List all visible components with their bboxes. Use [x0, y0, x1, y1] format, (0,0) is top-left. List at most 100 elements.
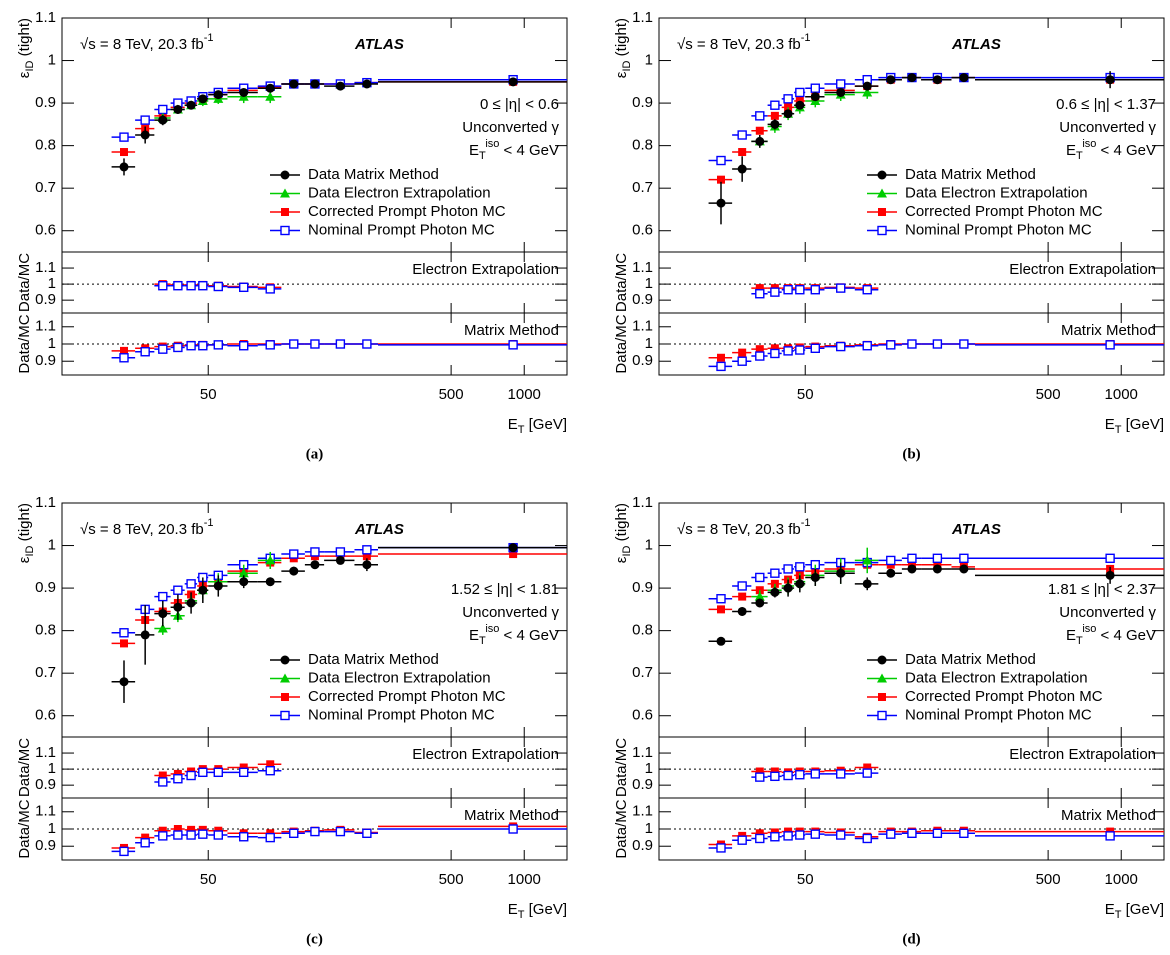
- marker: [737, 581, 747, 591]
- legend-label: Data Matrix Method: [308, 651, 439, 668]
- marker: [310, 826, 320, 837]
- marker: [878, 208, 886, 216]
- x-tick-label: 500: [439, 871, 464, 888]
- marker: [508, 824, 518, 834]
- x-axis-label: ET [GeV]: [508, 416, 567, 436]
- y-tick-label: 1.1: [632, 318, 653, 335]
- marker: [783, 564, 793, 574]
- marker: [140, 115, 150, 125]
- marker: [186, 830, 196, 840]
- isolation-label-part: < 4 GeV: [1096, 627, 1156, 644]
- marker: [335, 547, 346, 557]
- marker: [795, 285, 805, 295]
- ratio-y-label: Data/MC: [16, 253, 33, 312]
- y-tick-label: 1: [645, 537, 653, 554]
- panel-label: (c): [306, 931, 323, 947]
- isolation-label-part: T: [479, 635, 486, 647]
- marker: [119, 132, 129, 142]
- marker: [754, 591, 765, 601]
- marker: [198, 341, 208, 351]
- marker: [877, 170, 887, 180]
- marker: [280, 710, 290, 721]
- marker: [1105, 553, 1115, 564]
- marker: [737, 835, 747, 845]
- energy-label-part: √s = 8 TeV, 20.3 fb: [677, 36, 801, 53]
- marker: [959, 73, 969, 83]
- legend-label: Nominal Prompt Photon MC: [905, 706, 1092, 723]
- marker: [932, 75, 942, 85]
- energy-label-part: -1: [204, 32, 214, 44]
- legend-label: Data Matrix Method: [905, 166, 1036, 183]
- marker: [173, 602, 183, 612]
- marker: [213, 340, 223, 350]
- x-tick-label: 50: [200, 386, 217, 403]
- marker: [158, 104, 168, 115]
- y-axis-label-part: (tight): [16, 18, 33, 61]
- marker: [795, 562, 805, 572]
- marker: [716, 361, 726, 372]
- marker: [755, 345, 764, 354]
- marker: [862, 81, 872, 91]
- energy-label-part: -1: [801, 32, 811, 44]
- isolation-label: ETiso < 4 GeV: [469, 623, 559, 647]
- y-tick-label: 1.1: [632, 259, 653, 276]
- marker: [141, 833, 150, 842]
- marker: [198, 585, 208, 595]
- x-tick-label: 500: [1036, 871, 1061, 888]
- y-tick-label: 0.9: [35, 837, 56, 854]
- marker: [119, 677, 129, 687]
- region-label: 1.52 ≤ |η| < 1.81: [451, 581, 559, 598]
- x-tick-label: 1000: [508, 871, 541, 888]
- isolation-label: ETiso < 4 GeV: [469, 138, 559, 162]
- y-axis-label-part: ID: [24, 545, 36, 556]
- y-tick-label: 0.6: [632, 707, 653, 724]
- y-tick-label: 1.1: [35, 744, 56, 761]
- region-label: 0 ≤ |η| < 0.6: [480, 96, 559, 113]
- marker: [186, 281, 196, 291]
- marker: [281, 693, 289, 701]
- isolation-label-part: iso: [485, 623, 499, 635]
- y-tick-label: 1: [48, 760, 56, 777]
- y-tick-label: 0.8: [632, 137, 653, 154]
- marker: [783, 831, 793, 841]
- y-tick-label: 0.8: [632, 622, 653, 639]
- y-axis-label: εID (tight): [16, 503, 36, 563]
- marker: [362, 560, 372, 570]
- marker: [213, 830, 223, 840]
- y-tick-label: 0.9: [35, 94, 56, 111]
- marker: [737, 606, 747, 616]
- marker: [755, 598, 765, 608]
- y-tick-label: 0.6: [35, 222, 56, 239]
- ratio-title: Matrix Method: [1061, 807, 1156, 824]
- y-tick-label: 0.9: [632, 94, 653, 111]
- marker: [280, 170, 290, 180]
- marker: [213, 767, 223, 778]
- legend-label: Corrected Prompt Photon MC: [905, 203, 1103, 220]
- marker: [289, 79, 299, 89]
- marker: [173, 342, 183, 353]
- marker: [717, 353, 726, 362]
- marker: [770, 119, 780, 129]
- marker: [310, 79, 320, 89]
- marker: [770, 344, 779, 353]
- ratio-y-label: Data/MC: [613, 738, 630, 797]
- marker: [310, 547, 320, 557]
- x-axis-label: ET [GeV]: [1105, 416, 1164, 436]
- marker: [239, 577, 249, 587]
- marker: [863, 763, 872, 772]
- marker: [119, 353, 129, 363]
- y-axis-label-part: ID: [621, 60, 633, 71]
- marker: [289, 828, 299, 839]
- legend-label: Data Electron Extrapolation: [905, 184, 1088, 201]
- marker: [186, 598, 196, 608]
- marker: [716, 155, 726, 166]
- isolation-label-part: E: [1066, 627, 1076, 644]
- y-tick-label: 0.9: [35, 352, 56, 369]
- energy-label-part: -1: [204, 517, 214, 529]
- x-axis-label-part: E: [1105, 901, 1115, 918]
- legend-label: Data Electron Extrapolation: [308, 184, 491, 201]
- y-axis-label-part: ID: [621, 545, 633, 556]
- marker: [158, 115, 168, 125]
- y-tick-label: 1: [48, 275, 56, 292]
